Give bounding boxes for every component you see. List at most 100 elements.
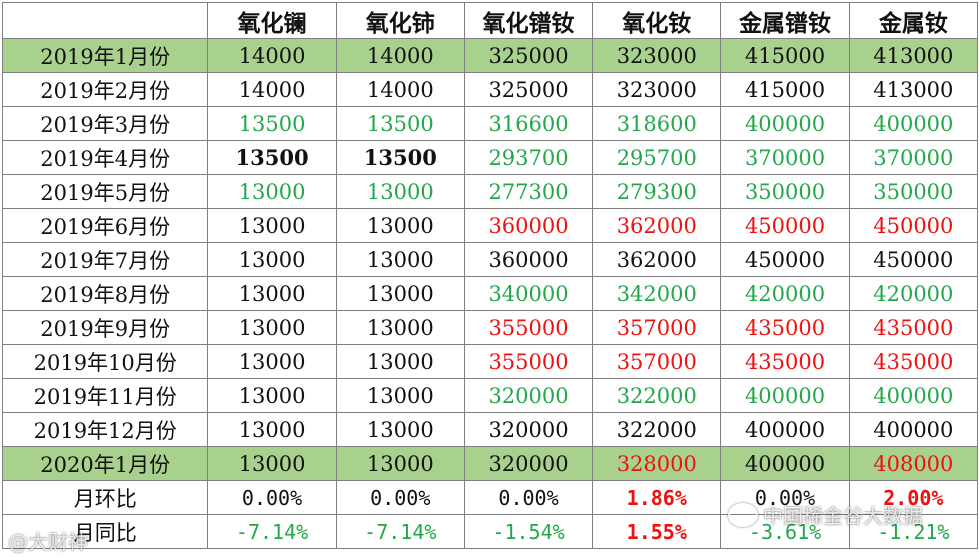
price-cell: 370000 — [848, 140, 979, 175]
row-label: 2019年2月份 — [1, 72, 209, 107]
price-cell: 400000 — [720, 106, 850, 141]
price-cell: 13500 — [207, 106, 337, 141]
row-label: 2019年6月份 — [1, 208, 209, 243]
table-row: 2019年3月份 13500 13500 316600 318600 400000 4000… — [1, 106, 979, 141]
price-cell: 435000 — [848, 344, 979, 379]
price-cell: 13000 — [335, 208, 465, 243]
price-cell: 413000 — [848, 72, 979, 107]
price-cell: 14000 — [335, 38, 465, 73]
row-label: 2019年9月份 — [1, 310, 209, 345]
price-cell: 13000 — [207, 310, 337, 345]
price-cell: 13000 — [207, 344, 337, 379]
table-row: 月同比 -7.14% -7.14% -1.54% 1.55% -3.61% -1.21% — [1, 514, 979, 549]
price-cell: 415000 — [720, 72, 850, 107]
table-row: 2019年5月份 13000 13000 277300 279300 350000 3500… — [1, 174, 979, 209]
table-row: 2019年6月份 13000 13000 360000 362000 450000 4500… — [1, 208, 979, 243]
header-cell-cerium-oxide: 氧化铈 — [335, 2, 465, 39]
price-cell: 14000 — [207, 72, 337, 107]
price-cell: 325000 — [463, 72, 594, 107]
price-cell: 413000 — [848, 38, 979, 73]
row-label: 月环比 — [1, 480, 209, 515]
price-cell: 350000 — [720, 174, 850, 209]
price-cell: 322000 — [592, 412, 722, 447]
price-cell: 360000 — [463, 242, 594, 277]
price-cell: 0.00% — [207, 480, 337, 515]
price-cell: 357000 — [592, 344, 722, 379]
price-cell: 415000 — [720, 38, 850, 73]
price-cell: 13000 — [207, 208, 337, 243]
price-cell: 295700 — [592, 140, 722, 175]
price-cell: 342000 — [592, 276, 722, 311]
price-cell: 13500 — [335, 140, 465, 175]
row-label: 2019年3月份 — [1, 106, 209, 141]
price-cell: -1.21% — [848, 514, 979, 549]
price-cell: 316600 — [463, 106, 594, 141]
price-cell: 323000 — [592, 38, 722, 73]
price-cell: -7.14% — [207, 514, 337, 549]
price-cell: 420000 — [720, 276, 850, 311]
price-cell: 400000 — [720, 446, 850, 481]
table-row: 2019年2月份 14000 14000 325000 323000 415000 4130… — [1, 72, 979, 107]
price-cell: 13000 — [335, 174, 465, 209]
price-cell: 435000 — [720, 310, 850, 345]
price-cell: 13000 — [207, 412, 337, 447]
price-cell: 0.00% — [335, 480, 465, 515]
row-label: 2019年4月份 — [1, 140, 209, 175]
header-row: 氧化镧 氧化铈 氧化镨钕 氧化钕 金属镨钕 金属钕 — [1, 2, 979, 39]
table-row: 2019年7月份 13000 13000 360000 362000 450000 4500… — [1, 242, 979, 277]
price-cell: 13000 — [335, 310, 465, 345]
price-cell: 277300 — [463, 174, 594, 209]
price-cell: 450000 — [720, 242, 850, 277]
price-cell: 400000 — [848, 412, 979, 447]
row-label: 2019年8月份 — [1, 276, 209, 311]
price-cell: 350000 — [848, 174, 979, 209]
header-cell-lanthanum-oxide: 氧化镧 — [207, 2, 337, 39]
rare-earth-price-table: 氧化镧 氧化铈 氧化镨钕 氧化钕 金属镨钕 金属钕 2019年1月份 14000 1… — [1, 2, 979, 549]
price-cell: 320000 — [463, 378, 594, 413]
price-cell: 13000 — [335, 344, 465, 379]
price-cell: 293700 — [463, 140, 594, 175]
price-cell: 408000 — [848, 446, 979, 481]
wechat-logo-icon — [728, 502, 758, 527]
price-cell: 325000 — [463, 38, 594, 73]
price-cell: 360000 — [463, 208, 594, 243]
table-row: 2019年9月份 13000 13000 355000 357000 435000 4350… — [1, 310, 979, 345]
price-cell: 320000 — [463, 412, 594, 447]
price-cell: 340000 — [463, 276, 594, 311]
price-cell: 400000 — [720, 378, 850, 413]
price-cell: 13000 — [335, 242, 465, 277]
price-cell: 420000 — [848, 276, 979, 311]
price-cell: 450000 — [848, 242, 979, 277]
price-cell: 13000 — [207, 174, 337, 209]
price-cell: 13500 — [335, 106, 465, 141]
price-cell: 13000 — [335, 276, 465, 311]
price-cell: 14000 — [207, 38, 337, 73]
price-cell: 320000 — [463, 446, 594, 481]
table-row: 2019年12月份 13000 13000 320000 322000 400000 400… — [1, 412, 979, 447]
price-cell: 13000 — [207, 378, 337, 413]
price-cell: 355000 — [463, 344, 594, 379]
header-cell-nd-metal: 金属钕 — [848, 2, 979, 39]
price-cell: 400000 — [720, 412, 850, 447]
header-cell-corner — [1, 2, 209, 39]
price-cell: 13000 — [335, 446, 465, 481]
row-label: 2019年12月份 — [1, 412, 209, 447]
row-label: 月同比 — [1, 514, 209, 549]
row-label: 2019年1月份 — [1, 38, 209, 73]
price-cell: 357000 — [592, 310, 722, 345]
price-cell: 13000 — [207, 276, 337, 311]
price-cell: 13000 — [207, 242, 337, 277]
table-row: 2019年1月份 14000 14000 325000 323000 415000 4130… — [1, 38, 979, 73]
price-cell: 355000 — [463, 310, 594, 345]
price-cell: 318600 — [592, 106, 722, 141]
table-row: 2019年10月份 13000 13000 355000 357000 435000 435… — [1, 344, 979, 379]
price-cell: 0.00% — [463, 480, 594, 515]
price-cell: 370000 — [720, 140, 850, 175]
price-cell: 279300 — [592, 174, 722, 209]
row-label: 2019年10月份 — [1, 344, 209, 379]
price-cell: 1.86% — [592, 480, 722, 515]
price-cell: -3.61% — [720, 514, 850, 549]
row-label: 2020年1月份 — [1, 446, 209, 481]
table-row: 2020年1月份 13000 13000 320000 328000 400000 4080… — [1, 446, 979, 481]
table-row: 2019年11月份 13000 13000 320000 322000 400000 400… — [1, 378, 979, 413]
